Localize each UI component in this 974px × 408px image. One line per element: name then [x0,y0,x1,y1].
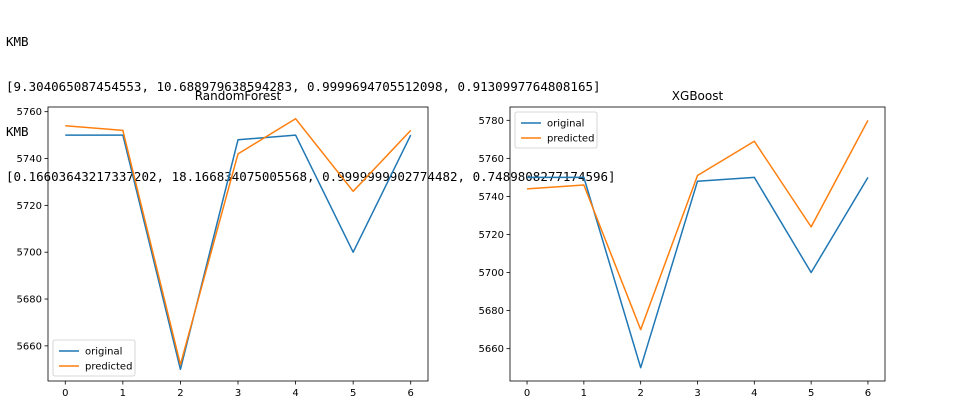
y-tick-label: 5740 [17,154,42,165]
series-line-original [527,176,869,369]
x-tick-label: 1 [581,388,587,399]
x-tick-label: 2 [637,388,643,399]
y-tick-label: 5760 [17,107,42,118]
x-tick-label: 0 [524,388,530,399]
y-tick-label: 5700 [17,248,42,259]
y-tick-label: 5740 [479,192,504,203]
x-tick-label: 4 [292,388,298,399]
randomforest-chart: RandomForest 0 1 2 3 4 5 6 5660 5680 5700 5720 5740 5… [17,89,429,399]
y-tick-label: 5700 [479,268,504,279]
cell-output: KMB [9.304065087454553, 10.6889796385942… [6,4,616,199]
y-tick-label: 5760 [479,154,504,165]
legend-box [514,111,598,149]
y-tick-label: 5780 [479,116,504,127]
y-tick-label: 5680 [17,295,42,306]
x-tick-label: 6 [865,388,871,399]
xgboost-chart: XGBoost 0 1 2 3 4 5 6 5660 5680 5700 5720 5740 5760 57… [479,89,886,399]
x-tick-label: 5 [350,388,356,399]
y-tick-label: 5660 [17,341,42,352]
output-line: [0.16603643217337202, 18.166834075005568… [6,169,616,184]
legend-label: predicted [547,134,594,145]
series-line-predicted [65,117,412,366]
chart-title: RandomForest [195,89,282,103]
x-tick-label: 1 [120,388,126,399]
chart-title: XGBoost [672,89,724,103]
x-tick-label: 3 [235,388,241,399]
legend-label: predicted [85,362,132,373]
output-line: KMB [6,34,29,49]
output-line: KMB [6,124,29,139]
x-tick-label: 4 [751,388,757,399]
x-tick-label: 2 [177,388,183,399]
series-line-original [65,134,412,371]
x-tick-label: 6 [408,388,414,399]
legend-label: original [85,347,122,358]
y-tick-label: 5660 [479,344,504,355]
series-line-predicted [526,119,869,331]
output-line: [9.304065087454553, 10.688979638594283, … [6,79,601,94]
y-tick-label: 5720 [479,230,504,241]
y-tick-label: 5720 [17,201,42,212]
x-tick-label: 0 [62,388,68,399]
legend-box [52,339,136,377]
y-tick-label: 5680 [479,306,504,317]
x-tick-label: 5 [808,388,814,399]
legend-label: original [547,119,584,130]
x-tick-label: 3 [694,388,700,399]
